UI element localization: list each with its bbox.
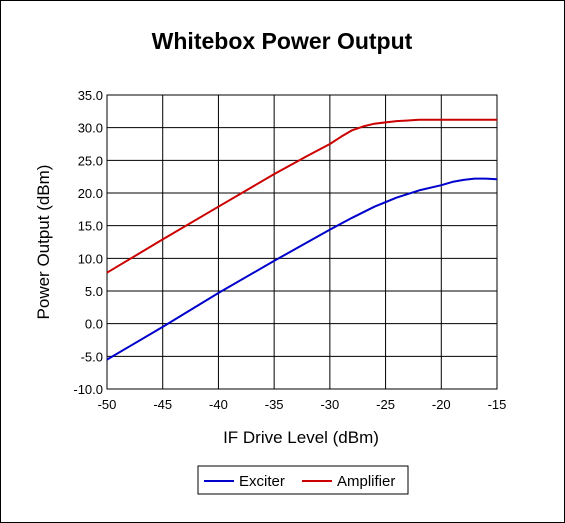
series-lines <box>106 118 498 361</box>
legend-label-amplifier: Amplifier <box>337 473 395 490</box>
x-tick-label: -30 <box>320 397 339 412</box>
x-tick-label: -35 <box>265 397 284 412</box>
y-tick-label: -10.0 <box>73 382 103 397</box>
grid-lines <box>106 94 498 390</box>
y-tick-label: 20.0 <box>78 186 103 201</box>
legend-items: Exciter Amplifier <box>204 473 395 490</box>
x-tick-label: -40 <box>209 397 228 412</box>
legend-label-exciter: Exciter <box>239 473 285 490</box>
chart-title: Whitebox Power Output <box>152 28 413 54</box>
y-tick-label: 25.0 <box>78 153 103 168</box>
y-tick-label: 15.0 <box>78 219 103 234</box>
series-line-amplifier <box>106 118 497 274</box>
y-tick-label: 5.0 <box>85 284 103 299</box>
x-tick-label: -20 <box>432 397 451 412</box>
y-axis-title: Power Output (dBm) <box>34 165 53 320</box>
y-tick-labels: -10.0 -5.0 0.0 5.0 10.0 15.0 20.0 25.0 30.0 35.0 <box>73 88 103 397</box>
x-tick-labels: -50 -45 -40 -35 -30 -25 -20 -15 <box>98 397 507 412</box>
y-tick-label: 10.0 <box>78 251 103 266</box>
x-tick-label: -45 <box>153 397 172 412</box>
y-tick-label: -5.0 <box>81 349 103 364</box>
legend: Exciter Amplifier <box>197 465 409 495</box>
series-line-exciter <box>106 177 498 361</box>
y-tick-label: 35.0 <box>78 88 103 103</box>
x-tick-label: -25 <box>376 397 395 412</box>
x-axis-title: IF Drive Level (dBm) <box>223 428 379 447</box>
y-tick-label: 0.0 <box>85 317 103 332</box>
plot-area <box>106 94 498 390</box>
x-tick-label: -50 <box>98 397 117 412</box>
y-tick-label: 30.0 <box>78 121 103 136</box>
x-tick-label: -15 <box>488 397 507 412</box>
